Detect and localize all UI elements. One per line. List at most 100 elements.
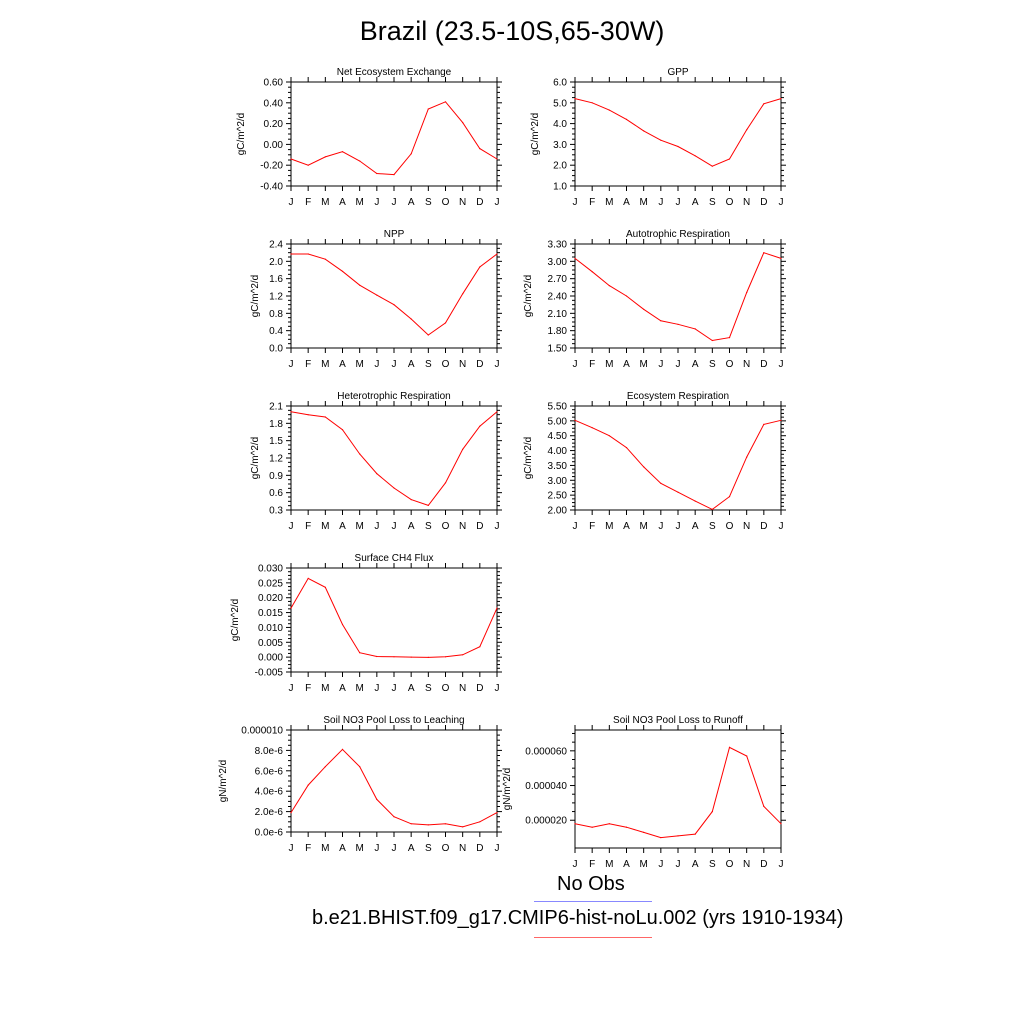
chart-panel: Soil NO3 Pool Loss to Runoff gN/m^2/d 0.00…	[502, 715, 786, 870]
y-tick-label: 1.6	[269, 274, 283, 285]
x-tick-label: A	[339, 359, 346, 370]
x-tick-label: N	[743, 859, 750, 870]
x-tick-label: J	[573, 521, 578, 532]
x-tick-label: A	[692, 859, 699, 870]
y-tick-label: 0.000010	[241, 726, 283, 737]
x-tick-label: D	[476, 683, 483, 694]
y-tick-label: 2.0e-6	[255, 807, 284, 818]
data-point	[427, 108, 429, 110]
data-point	[427, 824, 429, 826]
data-point	[376, 172, 378, 175]
data-point	[393, 656, 395, 658]
x-tick-label: M	[605, 197, 613, 208]
y-axis-label: gC/m^2/d	[230, 599, 241, 642]
x-tick-label: J	[289, 683, 294, 694]
x-tick-label: S	[425, 683, 432, 694]
x-tick-label: J	[392, 683, 397, 694]
data-point	[711, 508, 713, 510]
data-point	[711, 339, 713, 342]
data-point	[780, 419, 782, 421]
data-point	[444, 322, 447, 324]
x-tick-label: A	[408, 843, 415, 854]
x-tick-label: J	[392, 843, 397, 854]
x-tick-label: N	[459, 521, 466, 532]
x-tick-label: A	[339, 521, 346, 532]
data-point	[307, 414, 309, 416]
x-tick-label: D	[476, 843, 483, 854]
data-point	[608, 285, 610, 287]
y-tick-label: 2.0	[269, 257, 283, 268]
plot-frame	[290, 243, 498, 349]
data-point	[479, 266, 481, 268]
data-point	[376, 473, 378, 475]
x-tick-label: N	[459, 683, 466, 694]
y-tick-label: 0.000	[258, 653, 283, 664]
y-tick-label: 6.0e-6	[255, 766, 284, 777]
data-point	[591, 427, 593, 429]
y-tick-label: 0.0e-6	[255, 828, 284, 839]
x-tick-label: S	[425, 359, 432, 370]
data-point	[728, 337, 731, 339]
x-tick-label: N	[459, 359, 466, 370]
series-line	[290, 101, 498, 176]
x-tick-label: M	[639, 197, 647, 208]
panel-title: Heterotrophic Respiration	[337, 391, 450, 402]
data-point	[763, 252, 765, 254]
y-tick-label: 4.00	[548, 446, 568, 457]
plot-frame	[574, 729, 782, 849]
x-tick-label: A	[408, 197, 415, 208]
data-point	[376, 294, 378, 296]
data-point	[393, 304, 395, 306]
x-tick-label: M	[355, 197, 363, 208]
x-tick-label: N	[459, 197, 466, 208]
x-tick-label: S	[709, 197, 716, 208]
x-tick-label: J	[573, 859, 578, 870]
y-tick-label: 2.40	[548, 292, 568, 303]
x-tick-label: O	[726, 521, 734, 532]
y-tick-label: 2.50	[548, 491, 568, 502]
x-tick-label: O	[442, 521, 450, 532]
data-point	[427, 334, 429, 336]
panel-title: Autotrophic Respiration	[626, 229, 730, 240]
y-tick-label: -0.20	[260, 161, 283, 172]
y-tick-label: 2.00	[548, 506, 568, 517]
series-line	[574, 252, 782, 342]
series-line	[574, 419, 782, 510]
chart-panel: Net Ecosystem Exchange gC/m^2/d -0.40 -0.20…	[236, 67, 502, 208]
y-tick-label: 0.010	[258, 623, 283, 634]
data-point	[290, 158, 292, 160]
y-tick-label: 3.00	[548, 257, 568, 268]
y-tick-label: 0.000060	[525, 746, 567, 757]
y-tick-label: 2.10	[548, 309, 568, 320]
y-tick-label: 5.50	[548, 402, 568, 413]
page-title: Brazil (23.5-10S,65-30W)	[359, 16, 665, 46]
data-point	[341, 151, 344, 153]
x-tick-label: D	[476, 359, 483, 370]
y-tick-label: 1.8	[269, 419, 283, 430]
x-tick-label: J	[289, 197, 294, 208]
x-tick-label: J	[779, 521, 784, 532]
chart-panel: Soil NO3 Pool Loss to Leaching gN/m^2/d 0.…	[218, 715, 502, 854]
x-tick-label: A	[623, 859, 630, 870]
x-tick-label: A	[692, 197, 699, 208]
data-point	[341, 623, 344, 626]
data-point	[780, 823, 782, 825]
x-tick-label: M	[355, 843, 363, 854]
data-point	[393, 487, 395, 489]
data-point	[324, 258, 326, 260]
y-tick-label: -0.005	[255, 668, 284, 679]
x-tick-label: O	[442, 197, 450, 208]
data-point	[763, 805, 765, 808]
y-tick-label: 0.00	[264, 140, 284, 151]
data-point	[359, 160, 361, 162]
x-tick-label: O	[442, 359, 450, 370]
data-point	[694, 833, 696, 835]
data-point	[711, 811, 713, 813]
x-tick-label: F	[589, 521, 595, 532]
y-tick-label: 0.40	[264, 98, 284, 109]
data-point	[359, 766, 361, 768]
y-axis-label: gC/m^2/d	[523, 275, 534, 318]
data-point	[324, 156, 326, 158]
